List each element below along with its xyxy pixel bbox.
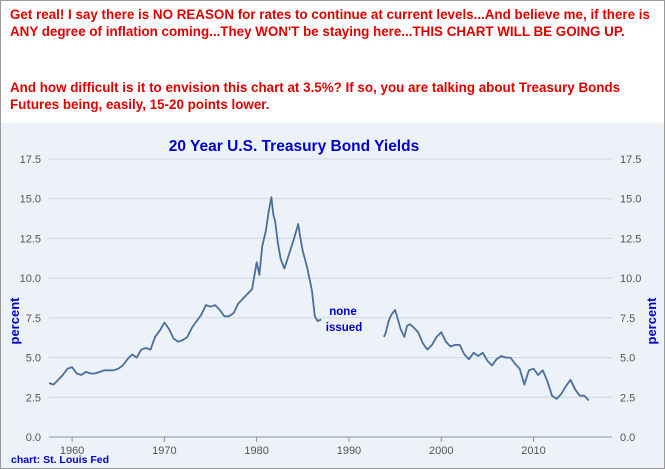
annotation-line-2: issued xyxy=(326,322,362,334)
y-tick-labels-right: 0.0 2.5 5.0 7.5 10.0 12.5 15.0 17.5 xyxy=(620,154,641,444)
y-tick-label-left: 7.5 xyxy=(26,313,41,325)
annotation-line-1: none xyxy=(329,306,356,318)
y-tick-label-left: 10.0 xyxy=(20,273,41,285)
y-tick-label-right: 12.5 xyxy=(620,233,641,245)
chart-title: 20 Year U.S. Treasury Bond Yields xyxy=(169,138,419,155)
y-tick-label-right: 15.0 xyxy=(620,194,641,206)
chart-panel xyxy=(1,123,664,468)
y-tick-label-right: 5.0 xyxy=(620,353,635,365)
x-tick-label: 1990 xyxy=(337,445,361,457)
y-tick-label-left: 5.0 xyxy=(26,353,41,365)
y-axis-label-right: percent xyxy=(644,297,659,345)
y-tick-labels-left: 0.0 2.5 5.0 7.5 10.0 12.5 15.0 17.5 xyxy=(20,154,41,444)
x-tick-label: 2000 xyxy=(429,445,453,457)
y-tick-label-left: 12.5 xyxy=(20,233,41,245)
grid-lines xyxy=(49,158,612,438)
x-tick-labels: 1960 1970 1980 1990 2000 2010 xyxy=(60,445,546,457)
x-tick-label: 1960 xyxy=(60,445,84,457)
x-tick-label: 1980 xyxy=(244,445,268,457)
y-axis-label-left: percent xyxy=(7,297,22,345)
y-tick-label-right: 0.0 xyxy=(620,432,635,444)
y-tick-label-right: 10.0 xyxy=(620,273,641,285)
y-tick-label-left: 2.5 xyxy=(26,392,41,404)
series-line-segment xyxy=(48,196,322,386)
chart-credit: chart: St. Louis Fed xyxy=(11,454,110,466)
y-tick-label-left: 17.5 xyxy=(20,154,41,166)
y-tick-label-right: 7.5 xyxy=(620,313,635,325)
x-tick-label: 1970 xyxy=(152,445,176,457)
series-lines xyxy=(48,196,590,402)
series-line-segment xyxy=(383,308,590,402)
x-tick-label: 2010 xyxy=(521,445,545,457)
y-tick-label-left: 15.0 xyxy=(20,194,41,206)
y-tick-label-right: 2.5 xyxy=(620,392,635,404)
commentary-paragraph-2: And how difficult is it to envision this… xyxy=(10,80,621,112)
y-tick-label-right: 17.5 xyxy=(620,154,641,166)
axes xyxy=(49,436,612,442)
y-tick-label-left: 0.0 xyxy=(26,432,41,444)
commentary-paragraph-1: Get real! I say there is NO REASON for r… xyxy=(10,7,650,39)
